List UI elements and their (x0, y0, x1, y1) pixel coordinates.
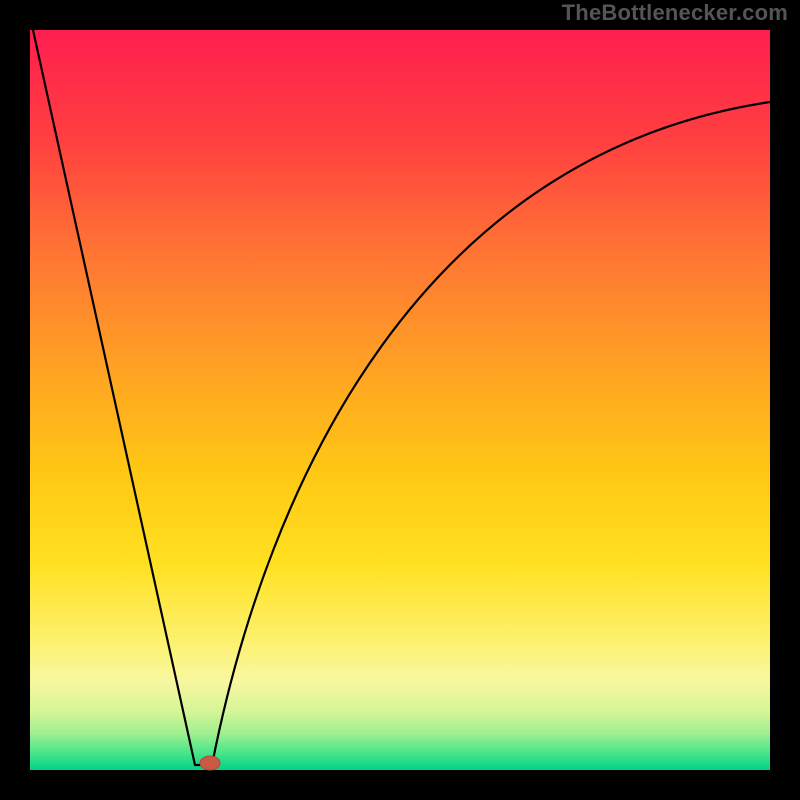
bottleneck-chart: TheBottlenecker.com (0, 0, 800, 800)
watermark-text: TheBottlenecker.com (562, 0, 788, 26)
chart-gradient-background (30, 30, 770, 770)
optimum-marker (200, 756, 220, 770)
chart-svg (0, 0, 800, 800)
